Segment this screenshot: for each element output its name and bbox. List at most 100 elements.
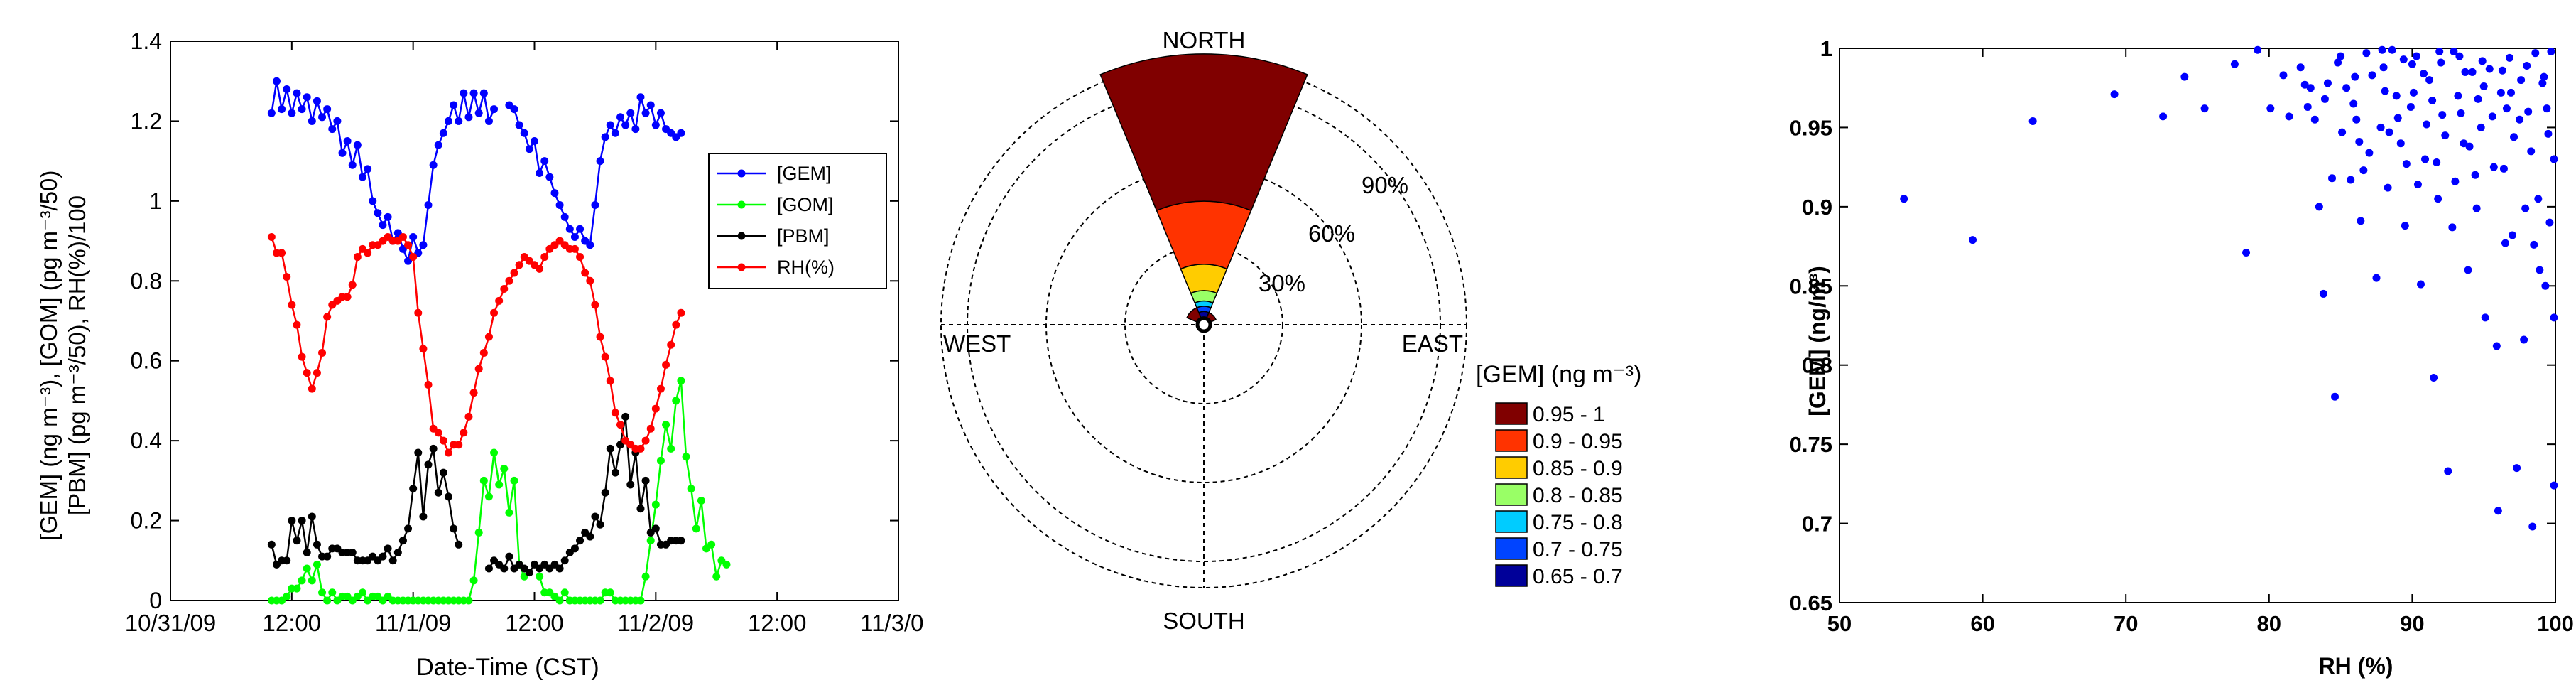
series-point <box>424 380 433 389</box>
series-point <box>606 377 614 385</box>
series-point <box>616 113 625 122</box>
series-point <box>591 301 599 309</box>
scatter-point <box>2485 65 2494 73</box>
series-point <box>464 412 473 421</box>
series-point <box>479 89 488 97</box>
series-point <box>616 421 625 429</box>
series-point <box>474 528 483 537</box>
series-point <box>555 564 564 573</box>
series-point <box>631 125 640 134</box>
series-point <box>651 121 660 129</box>
series-point <box>641 109 650 117</box>
series-point <box>434 488 442 497</box>
series-point <box>570 232 579 241</box>
legend-swatch <box>1495 483 1528 506</box>
series-point <box>469 389 478 397</box>
series-point <box>358 173 366 181</box>
scatter-point <box>2502 104 2511 113</box>
ring-label: 90% <box>1362 172 1408 198</box>
series-point <box>555 200 564 209</box>
x-tick-label: 60 <box>1970 611 1994 636</box>
series-point <box>591 200 599 209</box>
series-point <box>697 496 705 505</box>
scatter-point <box>2438 111 2447 119</box>
series-point <box>606 588 614 597</box>
scatter-point <box>2430 374 2438 382</box>
scatter-point <box>2296 63 2305 72</box>
scatter-point <box>2421 155 2430 163</box>
y-tick-label: 1 <box>149 188 162 214</box>
scatter-point <box>2489 163 2498 171</box>
scatter-point <box>2349 99 2358 108</box>
series-point <box>656 384 665 393</box>
series-point <box>692 524 700 533</box>
series-point <box>384 544 392 553</box>
legend-swatch-marker <box>737 169 746 178</box>
scatter-x-axis-label: RH (%) <box>2319 653 2393 679</box>
scatter-point <box>2534 195 2543 203</box>
series-point <box>439 468 447 477</box>
series-point <box>455 117 463 125</box>
series-point <box>313 97 321 105</box>
series-point <box>364 249 372 257</box>
wind-rose-sectors <box>1099 53 1308 333</box>
scatter-point <box>2433 158 2441 166</box>
scatter-point <box>2450 47 2458 55</box>
wind-rose-legend: [GEM] (ng m⁻³) 0.95 - 1 0.9 - 0.95 0.85 - 0… <box>1476 361 1641 588</box>
scatter-point <box>2437 58 2445 67</box>
series-point <box>576 253 585 262</box>
series-point <box>565 225 574 233</box>
series-point <box>404 524 413 533</box>
rose-wedge <box>1156 200 1252 270</box>
y-tick-label: 0.4 <box>131 428 162 453</box>
scatter-point <box>2451 177 2460 185</box>
x-tick-label: 12:00 <box>748 610 807 636</box>
scatter-points <box>1900 45 2558 531</box>
scatter-point <box>2465 142 2474 151</box>
legend-label: [PBM] <box>777 225 830 247</box>
series-point <box>536 572 544 581</box>
x-tick-label: 11/3/09 <box>860 610 923 636</box>
series-point <box>490 105 499 114</box>
x-tick-label: 70 <box>2114 611 2138 636</box>
series-point <box>460 89 468 97</box>
scatter-point <box>2384 183 2392 192</box>
series-point <box>318 113 327 122</box>
series-point <box>479 348 488 357</box>
scatter-point <box>2378 45 2386 54</box>
series-point <box>626 109 635 117</box>
series-point <box>267 232 276 241</box>
series-point <box>272 77 281 85</box>
scatter-point <box>2545 218 2554 227</box>
scatter-point <box>2460 139 2468 148</box>
scatter-point <box>2425 76 2434 85</box>
series-point <box>490 448 499 457</box>
series-point <box>313 369 321 377</box>
scatter-point <box>2454 92 2462 100</box>
series-point <box>500 464 509 473</box>
scatter-point <box>2359 166 2368 175</box>
scatter-point <box>2464 266 2472 274</box>
series-point <box>278 249 286 257</box>
series-point <box>540 253 549 262</box>
scatter-point <box>2266 104 2275 113</box>
scatter-point <box>2527 147 2536 156</box>
series-point <box>500 564 509 573</box>
series-point <box>636 596 645 605</box>
series-point <box>464 596 473 605</box>
scatter-point <box>2478 57 2487 65</box>
legend-label: [GOM] <box>777 194 834 215</box>
scatter-point <box>2328 174 2337 183</box>
y-tick-label: 0 <box>149 588 162 613</box>
legend-label: 0.8 - 0.85 <box>1533 484 1623 507</box>
scatter-point <box>2347 176 2355 184</box>
series-point <box>353 141 362 149</box>
scatter-point <box>2423 120 2431 129</box>
series-point <box>505 508 513 517</box>
series-point <box>393 549 402 557</box>
series-point <box>545 173 554 181</box>
series-point <box>404 241 413 249</box>
series-point <box>540 157 549 166</box>
scatter-point <box>2547 47 2555 55</box>
